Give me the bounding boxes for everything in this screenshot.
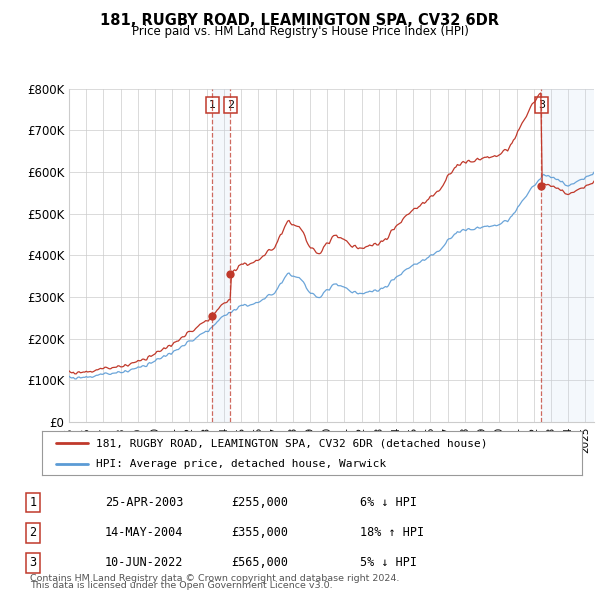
Text: Contains HM Land Registry data © Crown copyright and database right 2024.: Contains HM Land Registry data © Crown c… — [30, 573, 400, 583]
Text: 3: 3 — [29, 556, 37, 569]
Text: This data is licensed under the Open Government Licence v3.0.: This data is licensed under the Open Gov… — [30, 581, 332, 590]
Text: 5% ↓ HPI: 5% ↓ HPI — [360, 556, 417, 569]
Text: £565,000: £565,000 — [231, 556, 288, 569]
Text: 181, RUGBY ROAD, LEAMINGTON SPA, CV32 6DR (detached house): 181, RUGBY ROAD, LEAMINGTON SPA, CV32 6D… — [96, 438, 487, 448]
Text: 3: 3 — [538, 100, 545, 110]
Text: 18% ↑ HPI: 18% ↑ HPI — [360, 526, 424, 539]
Text: 14-MAY-2004: 14-MAY-2004 — [105, 526, 184, 539]
Text: 1: 1 — [209, 100, 216, 110]
Bar — [541, 88, 594, 422]
Text: 2: 2 — [227, 100, 234, 110]
Text: 2: 2 — [29, 526, 37, 539]
Text: 181, RUGBY ROAD, LEAMINGTON SPA, CV32 6DR: 181, RUGBY ROAD, LEAMINGTON SPA, CV32 6D… — [101, 13, 499, 28]
Text: HPI: Average price, detached house, Warwick: HPI: Average price, detached house, Warw… — [96, 459, 386, 469]
Text: Price paid vs. HM Land Registry's House Price Index (HPI): Price paid vs. HM Land Registry's House … — [131, 25, 469, 38]
Text: 1: 1 — [29, 496, 37, 509]
Bar — [212, 88, 230, 422]
Text: 25-APR-2003: 25-APR-2003 — [105, 496, 184, 509]
Text: 6% ↓ HPI: 6% ↓ HPI — [360, 496, 417, 509]
Text: £355,000: £355,000 — [231, 526, 288, 539]
Text: 10-JUN-2022: 10-JUN-2022 — [105, 556, 184, 569]
Text: £255,000: £255,000 — [231, 496, 288, 509]
